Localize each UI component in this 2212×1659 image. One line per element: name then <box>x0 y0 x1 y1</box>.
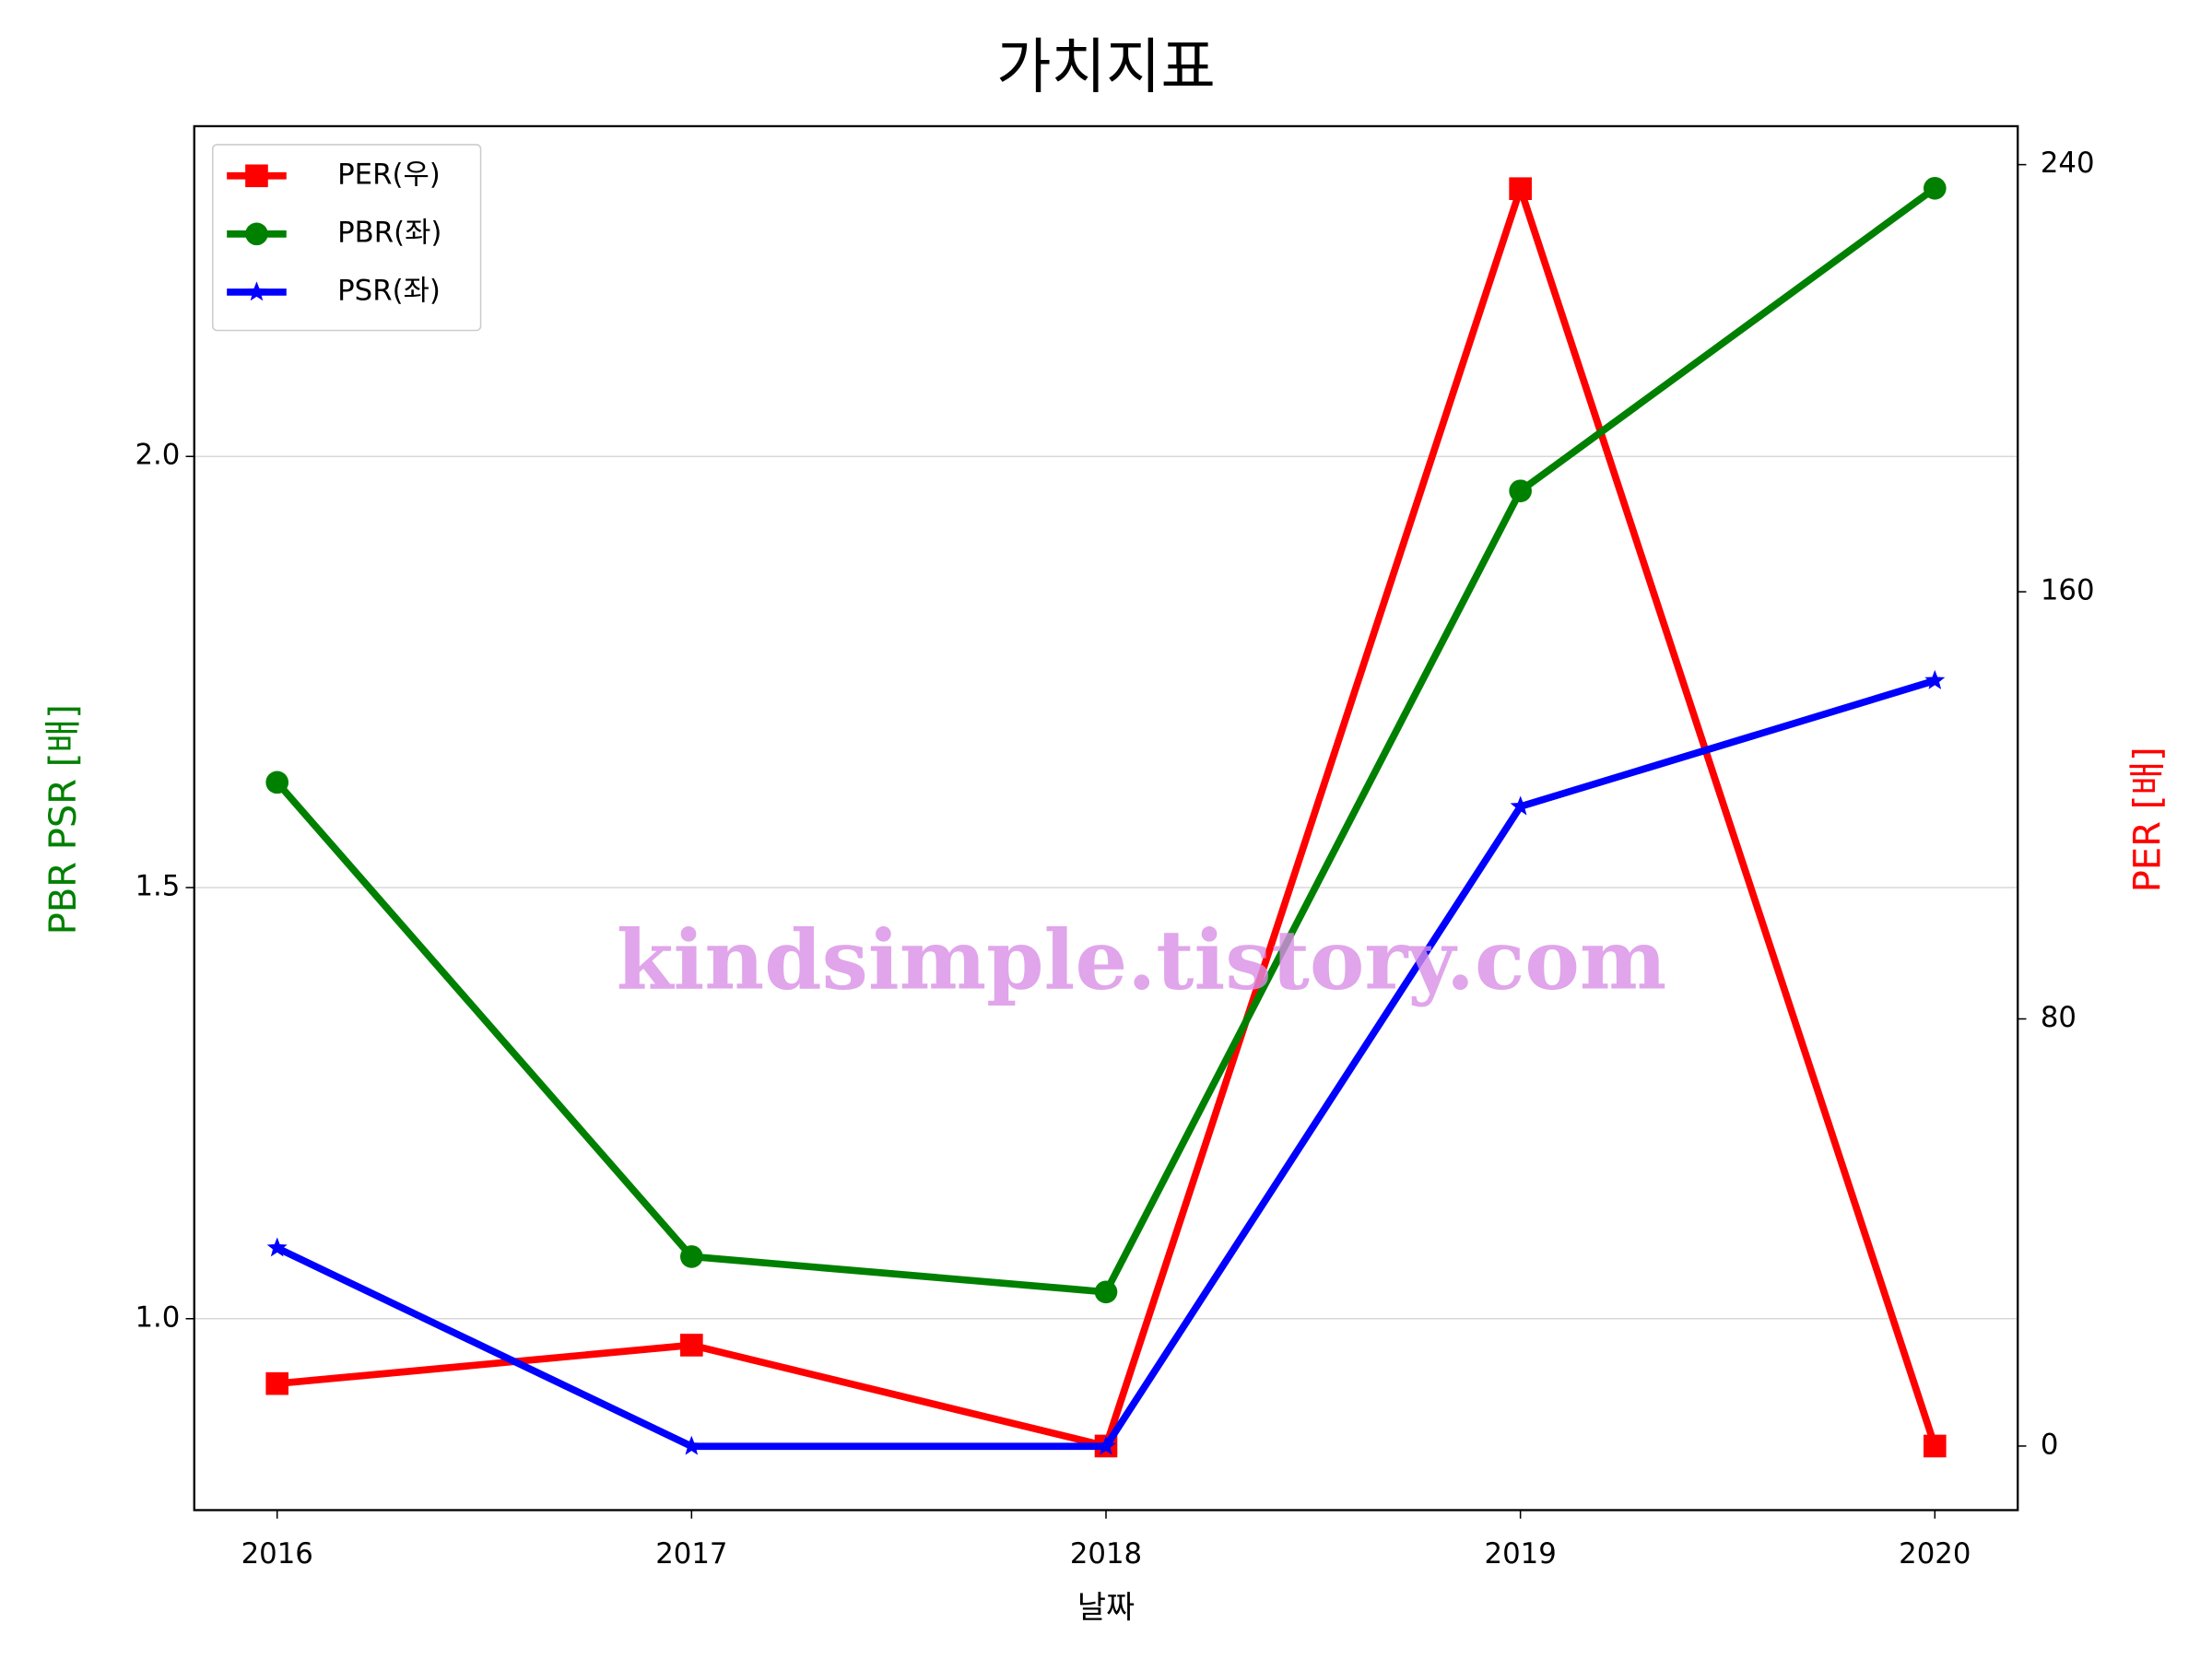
x-tick-label: 2018 <box>1070 1537 1142 1571</box>
y-tick-label: 2.0 <box>135 439 180 472</box>
x-tick-label: 2020 <box>1899 1537 1971 1571</box>
legend-label: PBR(좌) <box>337 216 441 249</box>
marker <box>1923 176 1947 200</box>
legend-marker <box>245 222 268 246</box>
plot-frame <box>193 124 2019 1512</box>
y-tick-label: 1.5 <box>135 870 180 903</box>
legend-box <box>212 144 482 332</box>
chart-title: 가치지표 <box>996 33 1216 102</box>
marker <box>1510 795 1531 816</box>
marker <box>1509 479 1532 502</box>
marker <box>680 1245 703 1268</box>
y2-tick-label: 0 <box>2041 1428 2059 1461</box>
legend-marker <box>245 164 268 188</box>
marker <box>266 1237 288 1257</box>
x-tick-label: 2019 <box>1485 1537 1557 1571</box>
y2-axis-label: PER [배] <box>2126 747 2169 892</box>
y2-tick-label: 240 <box>2041 147 2095 180</box>
y-axis-label: PBR PSR [배] <box>42 704 85 935</box>
y2-tick-label: 160 <box>2041 574 2095 607</box>
legend-label: PSR(좌) <box>337 274 441 307</box>
marker <box>681 1435 702 1455</box>
x-tick-label: 2017 <box>655 1537 727 1571</box>
marker <box>265 1371 289 1395</box>
marker <box>1094 1280 1118 1304</box>
marker <box>1096 1435 1116 1455</box>
marker <box>1923 1434 1947 1458</box>
y2-tick-label: 80 <box>2041 1001 2077 1034</box>
x-axis-label: 날짜 <box>1077 1590 1135 1626</box>
x-tick-label: 2016 <box>241 1537 313 1571</box>
marker <box>680 1334 703 1357</box>
marker <box>1509 177 1532 201</box>
watermark: kindsimple.tistory.com <box>617 912 1667 1009</box>
legend-label: PER(우) <box>337 158 441 191</box>
marker <box>1924 669 1946 689</box>
marker <box>265 771 289 794</box>
y-tick-label: 1.0 <box>135 1300 180 1334</box>
legend-marker <box>246 281 267 301</box>
